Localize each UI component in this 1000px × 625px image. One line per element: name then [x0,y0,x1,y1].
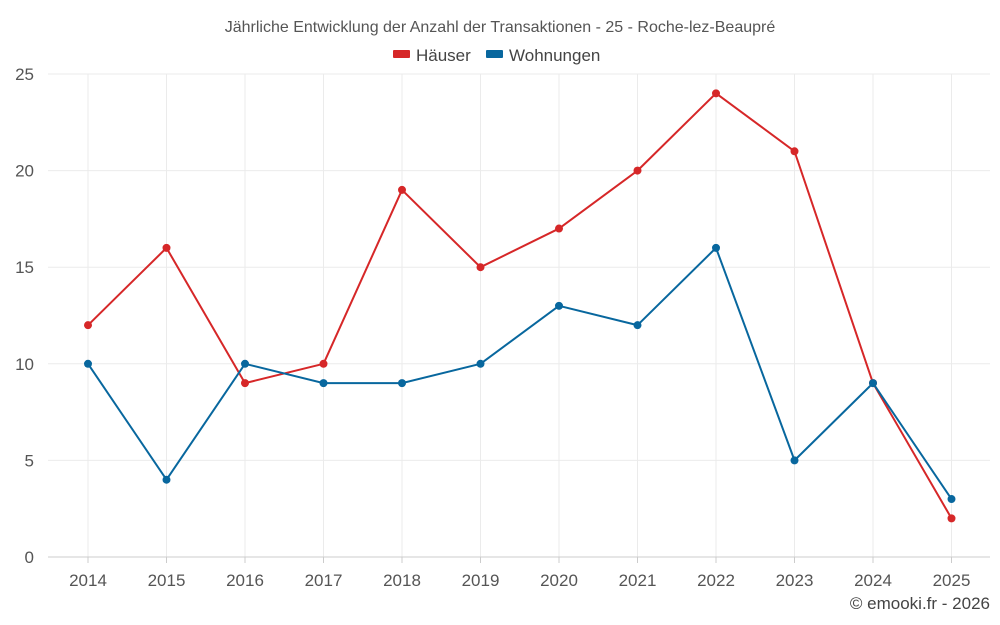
data-point[interactable] [398,379,406,388]
x-tick-label: 2021 [619,571,657,590]
data-point[interactable] [712,89,720,98]
data-point[interactable] [869,379,877,388]
x-tick-label: 2016 [226,571,264,590]
x-tick-label: 2023 [776,571,814,590]
x-tick-label: 2017 [305,571,343,590]
x-axis-ticks: 2014 2015 2016 2017 2018 2019 2020 2021 2022 2023… [69,557,970,590]
data-point[interactable] [84,359,92,368]
legend-item-houses[interactable]: Häuser [393,46,471,65]
series-line [87,92,953,519]
data-point[interactable] [241,379,249,388]
data-point[interactable] [790,147,799,156]
x-tick-label: 2022 [697,571,735,590]
y-tick-label: 10 [15,355,34,374]
x-tick-label: 2025 [933,571,971,590]
series [84,89,956,523]
series-line [87,246,953,500]
legend-item-apartments[interactable]: Wohnungen [486,46,600,65]
x-tick-label: 2018 [383,571,421,590]
data-point[interactable] [319,379,328,388]
data-point[interactable] [241,359,249,368]
data-point[interactable] [947,514,956,523]
legend-label-apartments: Wohnungen [509,46,600,65]
x-tick-label: 2015 [148,571,186,590]
legend-label-houses: Häuser [416,46,471,65]
data-point[interactable] [476,263,485,272]
data-point[interactable] [84,321,92,330]
data-point[interactable] [633,321,642,330]
data-point[interactable] [476,359,485,368]
data-point[interactable] [162,243,171,252]
legend-swatch-houses [393,50,410,58]
series-houses [84,89,956,523]
data-point[interactable] [633,166,642,175]
data-point[interactable] [790,456,799,465]
x-tick-label: 2020 [540,571,578,590]
y-tick-label: 25 [15,65,34,84]
data-point[interactable] [398,185,406,194]
data-point[interactable] [555,301,563,310]
data-point[interactable] [712,243,720,252]
legend: Häuser Wohnungen [393,46,600,65]
grid [48,73,990,558]
y-tick-label: 15 [15,258,34,277]
y-tick-label: 20 [15,162,34,181]
x-tick-label: 2019 [462,571,500,590]
data-point[interactable] [555,224,563,233]
data-point[interactable] [319,359,328,368]
y-axis-ticks: 0 5 10 15 20 25 [15,65,34,567]
y-tick-label: 0 [25,548,34,567]
x-tick-label: 2014 [69,571,107,590]
credit-text: © emooki.fr - 2026 [850,594,990,613]
data-point[interactable] [162,475,171,484]
legend-swatch-apartments [486,50,503,58]
data-point[interactable] [947,495,956,504]
y-tick-label: 5 [25,451,34,470]
series-apartments [84,243,956,504]
x-tick-label: 2024 [854,571,892,590]
chart-title: Jährliche Entwicklung der Anzahl der Tra… [225,19,776,36]
